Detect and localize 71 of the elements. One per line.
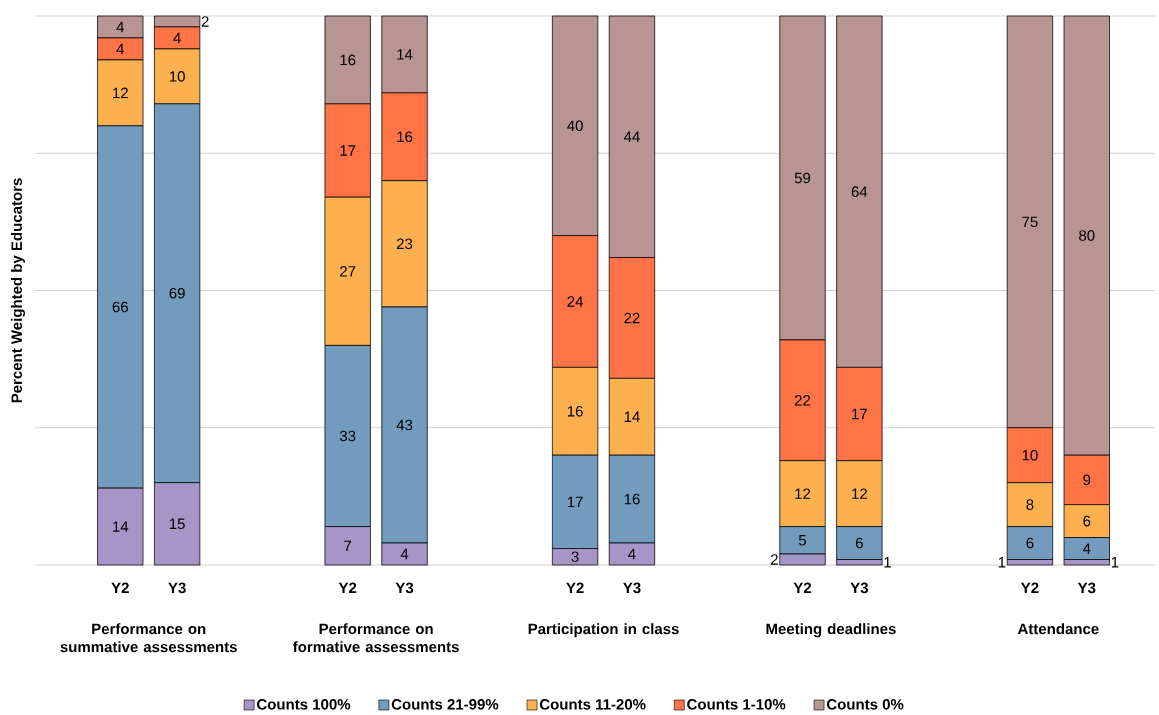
x-tick-label: Y3 — [168, 582, 186, 594]
data-label: 14 — [397, 49, 413, 60]
data-label: 10 — [169, 71, 185, 82]
data-label: 24 — [567, 296, 583, 307]
x-tick-label: Y3 — [850, 582, 868, 594]
data-label: 16 — [340, 54, 356, 66]
data-label: 2 — [770, 554, 778, 565]
data-label: 4 — [116, 43, 125, 55]
text: Performance on summative assessments — [60, 623, 237, 653]
data-label: 44 — [623, 131, 640, 142]
data-label: 27 — [340, 266, 356, 277]
data-label: 17 — [852, 408, 867, 420]
data-label: 5 — [798, 535, 807, 546]
data-label: 64 — [851, 186, 868, 197]
data-label: 7 — [344, 540, 352, 551]
data-label: 22 — [794, 395, 811, 406]
data-label: 4 — [1082, 543, 1091, 554]
x-tick-label: Y2 — [793, 582, 812, 593]
data-label: 12 — [113, 87, 128, 99]
data-label: 66 — [112, 301, 128, 313]
data-label: 69 — [169, 287, 185, 299]
x-tick-label: Y2 — [338, 582, 357, 593]
data-label: 9 — [1083, 474, 1091, 486]
data-label: 16 — [397, 131, 413, 143]
data-label: 16 — [624, 493, 640, 505]
x-tick-label: Y2 — [1020, 582, 1039, 593]
text: Meeting deadlines — [766, 623, 896, 638]
data-label: 4 — [173, 32, 181, 44]
x-tick-label: Y3 — [395, 582, 414, 594]
data-label: 80 — [1079, 230, 1095, 241]
legend-label: Counts 1-10% — [687, 699, 786, 710]
data-label: 8 — [1026, 499, 1034, 510]
data-label: 4 — [628, 548, 636, 560]
legend-label: Counts 21-99% — [391, 699, 499, 710]
data-label: 4 — [116, 21, 125, 33]
data-label: 12 — [795, 488, 811, 499]
data-label: 43 — [396, 419, 413, 431]
text: Attendance — [1017, 623, 1099, 635]
data-label: 14 — [624, 411, 640, 422]
data-label: 6 — [1083, 515, 1091, 527]
data-label: 1 — [998, 557, 1006, 568]
x-tick-label: Y2 — [566, 582, 584, 593]
data-label: 12 — [852, 488, 867, 499]
data-label: 15 — [169, 518, 185, 530]
data-label: 2 — [201, 16, 209, 27]
data-label: 22 — [624, 312, 640, 324]
text: Performance on formative assessments — [292, 623, 459, 653]
data-label: 23 — [396, 238, 413, 250]
data-label: 14 — [113, 521, 129, 532]
x-tick-label: Y3 — [1077, 582, 1096, 594]
data-label: 17 — [567, 496, 583, 508]
data-label: 33 — [339, 430, 356, 442]
legend-label: Counts 11-20% — [539, 699, 646, 710]
x-tick-label: Y2 — [111, 582, 129, 593]
data-label: 6 — [855, 537, 863, 549]
data-label: 1 — [884, 557, 891, 568]
legend-label: Counts 100% — [257, 699, 351, 710]
data-label: 59 — [794, 172, 811, 184]
data-label: 10 — [1022, 449, 1038, 461]
text: Participation in class — [528, 623, 679, 638]
data-label: 16 — [567, 405, 583, 417]
data-label: 4 — [400, 548, 409, 560]
x-tick-label: Y3 — [623, 582, 641, 594]
legend-label: Counts 0% — [826, 699, 904, 710]
data-label: 1 — [1111, 557, 1119, 568]
data-label: 75 — [1022, 216, 1038, 228]
data-label: 3 — [571, 551, 579, 563]
data-label: 6 — [1026, 537, 1034, 549]
data-label: 17 — [340, 145, 356, 156]
data-label: 40 — [567, 120, 583, 132]
y-axis-title: Percent Weighted by Educators — [10, 178, 26, 403]
